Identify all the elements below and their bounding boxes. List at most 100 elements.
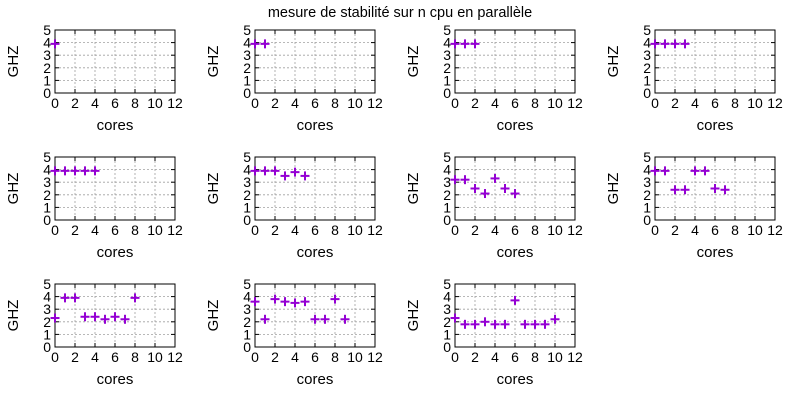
x-tick-label: 6 — [311, 95, 319, 111]
x-tick-label: 12 — [567, 349, 583, 365]
x-axis-label: cores — [297, 371, 334, 388]
y-tick-label: 4 — [643, 162, 651, 178]
y-tick-label: 5 — [43, 22, 51, 38]
data-point — [270, 294, 280, 304]
y-axis-label: GHZ — [605, 46, 622, 78]
y-tick-label: 1 — [43, 199, 51, 215]
x-tick-label: 0 — [451, 222, 459, 238]
x-tick-label: 0 — [51, 95, 59, 111]
x-tick-label: 2 — [71, 349, 79, 365]
data-point — [680, 185, 690, 195]
data-point — [700, 166, 710, 176]
x-tick-label: 8 — [731, 222, 739, 238]
y-axis-label: GHZ — [605, 173, 622, 205]
data-point — [130, 293, 140, 303]
y-tick-label: 1 — [243, 326, 251, 342]
data-point — [260, 39, 270, 49]
y-tick-label: 1 — [443, 326, 451, 342]
y-tick-label: 4 — [243, 162, 251, 178]
x-tick-label: 8 — [131, 95, 139, 111]
x-tick-label: 10 — [747, 222, 763, 238]
x-tick-label: 12 — [367, 222, 383, 238]
y-tick-label: 3 — [443, 47, 451, 63]
data-point — [90, 312, 100, 322]
data-point — [540, 319, 550, 329]
y-tick-label: 1 — [443, 199, 451, 215]
data-point — [650, 39, 660, 49]
y-tick-label: 3 — [643, 47, 651, 63]
x-axis-label: cores — [97, 371, 134, 388]
y-tick-label: 1 — [443, 72, 451, 88]
x-tick-label: 6 — [111, 95, 119, 111]
x-tick-label: 12 — [167, 222, 183, 238]
x-tick-label: 10 — [147, 349, 163, 365]
x-tick-label: 0 — [651, 222, 659, 238]
x-tick-label: 8 — [531, 349, 539, 365]
y-tick-label: 4 — [643, 35, 651, 51]
x-tick-label: 4 — [491, 349, 499, 365]
y-tick-label: 0 — [643, 85, 651, 101]
x-tick-label: 6 — [111, 222, 119, 238]
x-axis-label: cores — [697, 244, 734, 261]
y-tick-label: 3 — [43, 47, 51, 63]
y-tick-label: 2 — [643, 187, 651, 203]
x-tick-label: 4 — [91, 95, 99, 111]
x-tick-label: 0 — [651, 95, 659, 111]
data-point — [680, 39, 690, 49]
data-point — [70, 166, 80, 176]
x-tick-label: 8 — [331, 95, 339, 111]
x-tick-label: 8 — [731, 95, 739, 111]
x-tick-label: 2 — [71, 222, 79, 238]
data-point — [670, 39, 680, 49]
data-point — [100, 314, 110, 324]
x-tick-label: 10 — [547, 349, 563, 365]
y-tick-label: 5 — [43, 149, 51, 165]
x-tick-label: 2 — [471, 222, 479, 238]
data-point — [690, 166, 700, 176]
x-tick-label: 0 — [451, 349, 459, 365]
data-point — [340, 314, 350, 324]
y-axis-label: GHZ — [5, 173, 22, 205]
x-tick-label: 8 — [331, 222, 339, 238]
x-tick-label: 4 — [91, 349, 99, 365]
x-tick-label: 12 — [767, 222, 783, 238]
x-tick-label: 6 — [511, 349, 519, 365]
y-tick-label: 5 — [243, 149, 251, 165]
data-point — [260, 314, 270, 324]
y-tick-label: 1 — [643, 199, 651, 215]
x-tick-label: 8 — [331, 349, 339, 365]
data-point — [450, 313, 460, 323]
y-tick-label: 3 — [643, 174, 651, 190]
data-point — [460, 319, 470, 329]
data-point — [470, 39, 480, 49]
y-tick-label: 5 — [443, 149, 451, 165]
x-tick-label: 12 — [367, 95, 383, 111]
x-tick-label: 10 — [547, 95, 563, 111]
x-tick-label: 6 — [111, 349, 119, 365]
data-point — [110, 312, 120, 322]
y-tick-label: 2 — [43, 60, 51, 76]
y-tick-label: 4 — [443, 35, 451, 51]
x-tick-label: 12 — [567, 222, 583, 238]
y-tick-label: 4 — [43, 289, 51, 305]
data-point — [270, 166, 280, 176]
x-tick-label: 6 — [511, 95, 519, 111]
data-point — [280, 297, 290, 307]
data-point — [60, 166, 70, 176]
x-tick-label: 4 — [491, 222, 499, 238]
x-axis-label: cores — [697, 117, 734, 134]
data-point — [80, 166, 90, 176]
y-axis-label: GHZ — [205, 300, 222, 332]
x-axis-label: cores — [497, 244, 534, 261]
y-tick-label: 5 — [643, 22, 651, 38]
data-point — [530, 319, 540, 329]
x-tick-label: 10 — [347, 349, 363, 365]
y-tick-label: 2 — [443, 60, 451, 76]
x-axis-label: cores — [497, 117, 534, 134]
data-point — [650, 166, 660, 176]
y-tick-label: 5 — [443, 276, 451, 292]
